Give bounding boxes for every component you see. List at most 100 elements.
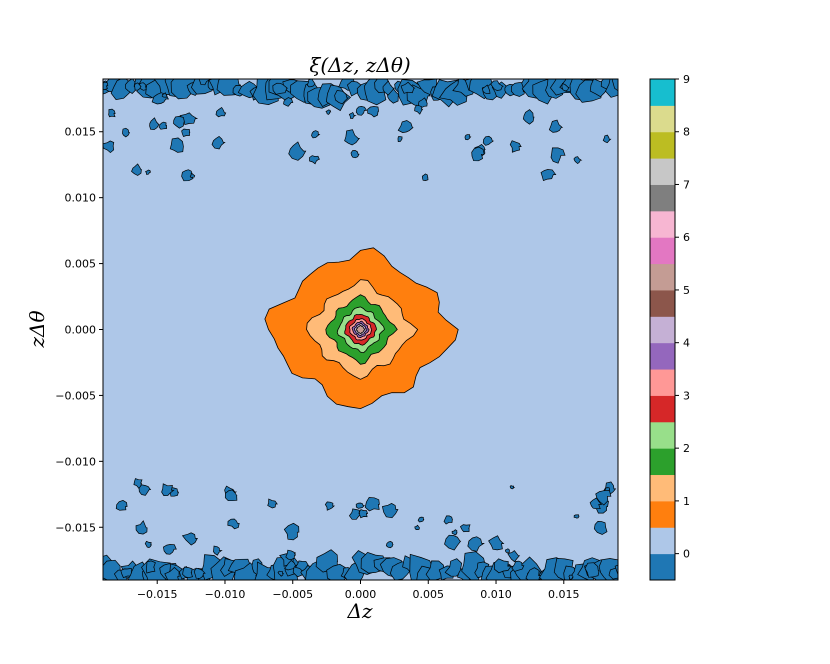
colorbar-segment bbox=[650, 210, 675, 238]
negative-region-speck bbox=[122, 127, 131, 138]
negative-region-speck bbox=[348, 112, 357, 119]
negative-region-speck bbox=[181, 169, 194, 182]
colorbar bbox=[649, 78, 676, 581]
colorbar-tick-label: 6 bbox=[683, 231, 690, 244]
x-tick-label: 0.010 bbox=[480, 588, 512, 601]
x-tick-label: 0.005 bbox=[413, 588, 445, 601]
colorbar-tick-label: 9 bbox=[683, 73, 690, 86]
negative-region-speck bbox=[164, 567, 180, 580]
colorbar-segment bbox=[650, 342, 675, 370]
negative-region-speck bbox=[355, 106, 368, 116]
colorbar-ticks: 0 1 2 3 4 5 6 7 8 9 bbox=[675, 73, 690, 561]
colorbar-segment bbox=[650, 369, 675, 396]
negative-region-speck bbox=[459, 524, 471, 533]
negative-region-speck bbox=[161, 483, 175, 496]
negative-region-speck bbox=[163, 544, 177, 555]
negative-region-edge bbox=[103, 86, 105, 95]
negative-region-speck bbox=[309, 155, 320, 165]
negative-region-speck bbox=[548, 119, 564, 133]
colorbar-tick-label: 3 bbox=[683, 389, 690, 402]
colorbar-segment bbox=[650, 263, 675, 291]
x-tick-label: −0.010 bbox=[205, 588, 246, 601]
negative-region-edge bbox=[444, 558, 463, 577]
negative-region-speck bbox=[344, 129, 361, 146]
colorbar-segment bbox=[650, 79, 675, 106]
negative-region-speck bbox=[120, 568, 132, 579]
negative-region-speck bbox=[488, 535, 505, 551]
negative-region-speck bbox=[158, 121, 167, 130]
colorbar-tick-label: 0 bbox=[683, 548, 690, 561]
x-tick-label: −0.005 bbox=[272, 588, 313, 601]
negative-region-speck bbox=[509, 140, 522, 153]
negative-region-speck bbox=[509, 485, 516, 490]
negative-region-speck bbox=[334, 90, 349, 105]
negative-region-speck bbox=[283, 522, 300, 541]
colorbar-segment bbox=[650, 527, 675, 555]
negative-region-speck bbox=[103, 140, 115, 154]
x-tick-label: 0.000 bbox=[345, 588, 377, 601]
x-axis-label: Δz bbox=[347, 599, 373, 623]
negative-region-speck bbox=[550, 147, 566, 164]
y-tick-label: 0.010 bbox=[65, 192, 97, 205]
y-axis-ticks: 0.015 0.010 0.005 0.000 −0.005 −0.010 −0.015 bbox=[55, 126, 103, 534]
negative-region-edge bbox=[103, 571, 104, 572]
colorbar-tick-label: 5 bbox=[683, 284, 690, 297]
negative-region-speck bbox=[211, 135, 226, 150]
negative-region-speck bbox=[285, 549, 297, 560]
negative-region-edge bbox=[608, 567, 618, 580]
negative-region-speck bbox=[145, 169, 151, 175]
colorbar-segment bbox=[650, 448, 675, 476]
negative-region-speck bbox=[593, 521, 608, 535]
negative-region-speck bbox=[149, 117, 160, 131]
colorbar-segment bbox=[650, 395, 675, 423]
colorbar-segment bbox=[650, 184, 675, 212]
negative-region-speck bbox=[324, 501, 336, 511]
negative-region-speck bbox=[364, 497, 380, 512]
chart-title: ξ(Δz, zΔθ) bbox=[309, 53, 410, 77]
negative-region-speck bbox=[525, 567, 541, 580]
negative-region-speck bbox=[381, 503, 399, 519]
negative-region-speck bbox=[103, 81, 109, 90]
negative-region-speck bbox=[385, 541, 394, 549]
colorbar-tick-label: 7 bbox=[683, 178, 690, 191]
negative-region-speck bbox=[573, 514, 580, 519]
negative-region-speck bbox=[181, 532, 198, 546]
negative-region-speck bbox=[311, 130, 321, 139]
negative-region-speck bbox=[540, 169, 557, 182]
negative-region-speck bbox=[145, 560, 156, 574]
negative-region-speck bbox=[283, 560, 297, 571]
negative-region-speck bbox=[213, 545, 223, 556]
negative-region-speck bbox=[464, 134, 472, 141]
negative-region-speck bbox=[417, 97, 428, 109]
negative-region-speck bbox=[414, 104, 424, 115]
colorbar-segment bbox=[650, 158, 675, 185]
y-tick-label: −0.015 bbox=[55, 521, 96, 534]
y-tick-label: −0.010 bbox=[55, 455, 96, 468]
negative-region-speck bbox=[400, 81, 416, 94]
negative-region-speck bbox=[584, 562, 600, 578]
negative-region-speck bbox=[133, 478, 143, 489]
colorbar-tick-label: 4 bbox=[683, 337, 690, 350]
negative-region-speck bbox=[115, 500, 128, 511]
central-peak-contours bbox=[264, 247, 459, 410]
negative-region-speck bbox=[397, 136, 403, 142]
negative-region-speck bbox=[182, 566, 193, 579]
negative-region-speck bbox=[504, 548, 510, 553]
negative-region-speck bbox=[451, 529, 458, 536]
colorbar-segment bbox=[650, 131, 675, 159]
negative-region-speck bbox=[161, 92, 168, 98]
negative-region-speck bbox=[490, 80, 504, 91]
negative-region-speck bbox=[367, 106, 380, 118]
negative-region-speck bbox=[482, 135, 495, 146]
negative-region-speck bbox=[358, 509, 369, 519]
negative-region-speck bbox=[507, 550, 521, 563]
negative-region-speck bbox=[350, 150, 360, 159]
y-axis-label: zΔθ bbox=[25, 310, 49, 348]
negative-region-speck bbox=[382, 80, 396, 96]
colorbar-segment bbox=[650, 316, 675, 344]
negative-region-speck bbox=[481, 84, 491, 95]
negative-region-speck bbox=[272, 82, 289, 95]
colorbar-segment bbox=[650, 553, 675, 581]
colorbar-segment bbox=[650, 500, 675, 528]
